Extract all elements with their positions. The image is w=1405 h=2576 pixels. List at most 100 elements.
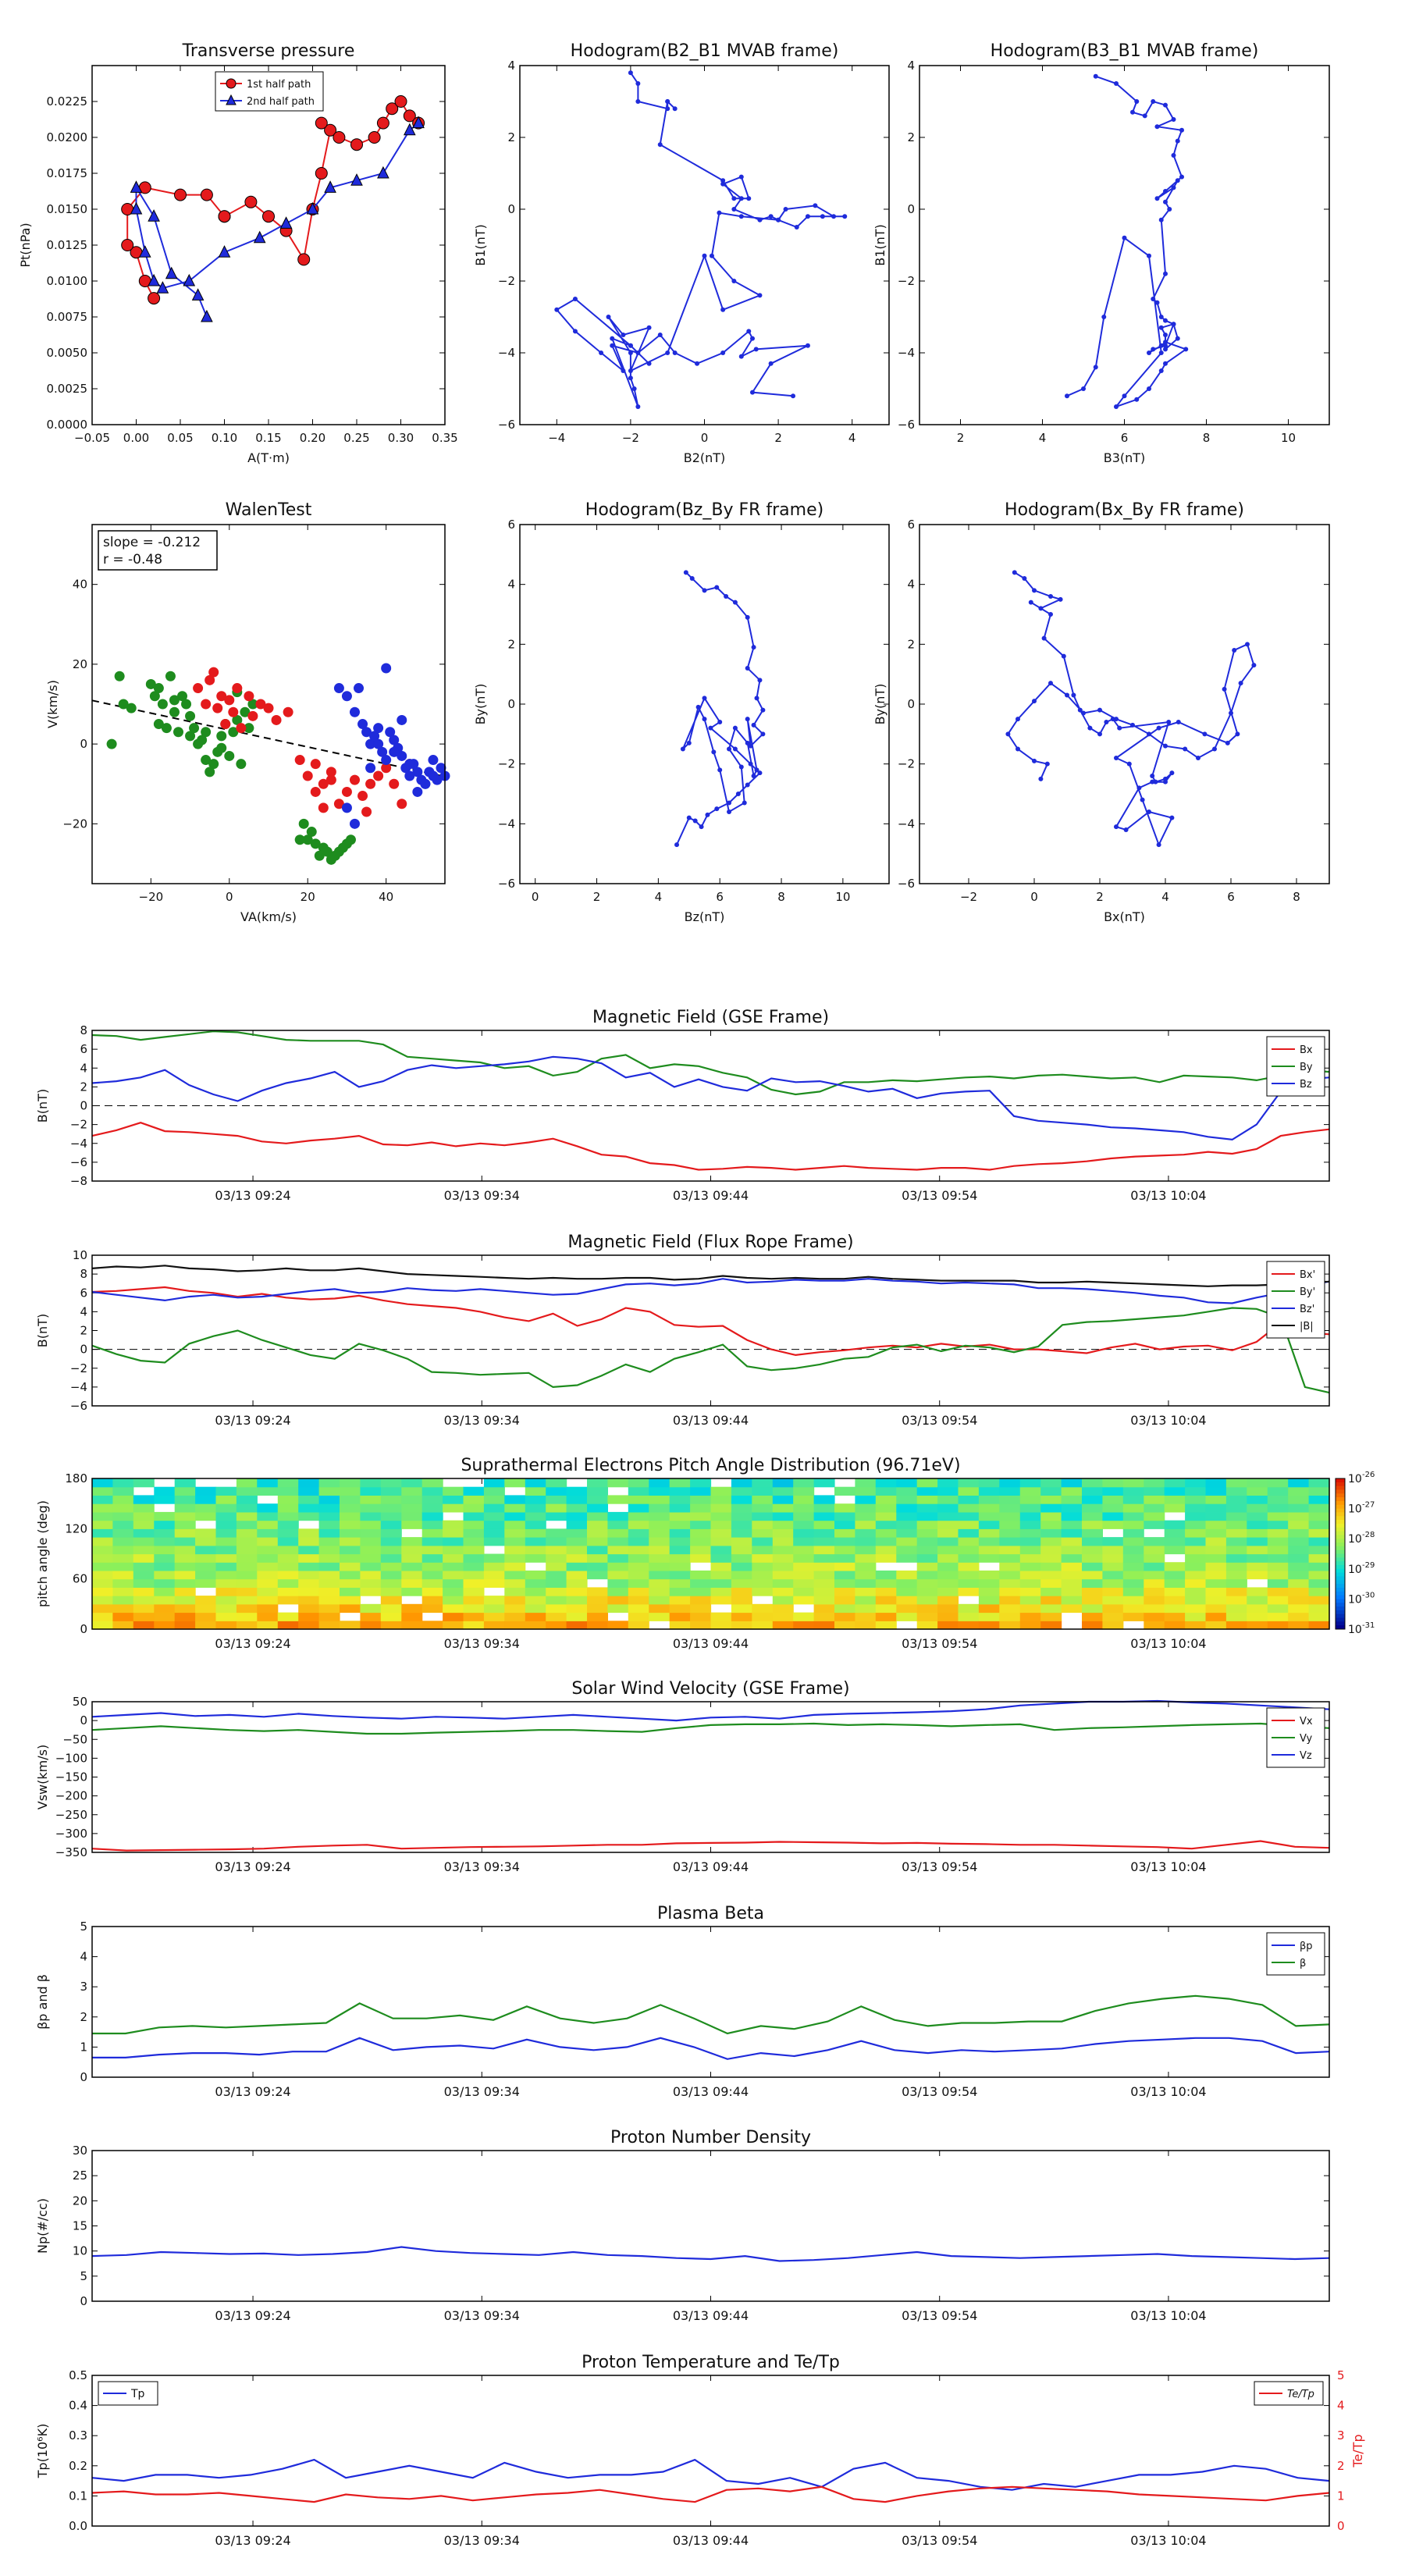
scatter-point bbox=[397, 799, 407, 809]
data-point bbox=[1104, 720, 1109, 724]
heatmap-cell bbox=[1102, 1511, 1124, 1521]
heatmap-cell bbox=[154, 1603, 176, 1614]
series-line bbox=[91, 1286, 1330, 1357]
heatmap-cell bbox=[772, 1562, 794, 1571]
heatmap-cell bbox=[112, 1612, 134, 1621]
colorbar-cell bbox=[1336, 1610, 1345, 1615]
heatmap-cell bbox=[607, 1520, 629, 1529]
y-tick-label: −2 bbox=[898, 757, 915, 771]
data-point bbox=[628, 350, 633, 355]
data-point bbox=[1235, 731, 1240, 737]
series-line bbox=[91, 1055, 1330, 1141]
heatmap-cell bbox=[340, 1553, 361, 1563]
heatmap-cell bbox=[401, 1495, 423, 1504]
heatmap-cell bbox=[1185, 1570, 1207, 1580]
scatter-point bbox=[228, 706, 239, 717]
x-tick-label: 03/13 09:44 bbox=[673, 2533, 749, 2548]
x-tick-label: 0.15 bbox=[255, 431, 281, 445]
heatmap-cell bbox=[298, 1511, 320, 1521]
heatmap-cell bbox=[154, 1596, 176, 1605]
heatmap-cell bbox=[236, 1511, 258, 1521]
heatmap-cell bbox=[257, 1520, 279, 1529]
heatmap-cell bbox=[1040, 1596, 1062, 1605]
heatmap-cell bbox=[1185, 1511, 1207, 1521]
heatmap-cell bbox=[813, 1603, 835, 1614]
heatmap-cell bbox=[1082, 1537, 1103, 1546]
series-line bbox=[135, 122, 419, 318]
heatmap-cell bbox=[1019, 1553, 1041, 1563]
y-tick-label: 0 bbox=[80, 1622, 87, 1636]
data-point bbox=[757, 770, 763, 776]
scatter-point bbox=[177, 691, 188, 702]
heatmap-cell bbox=[855, 1511, 877, 1521]
heatmap-cell bbox=[752, 1621, 774, 1630]
legend-label: Bx' bbox=[1300, 1269, 1315, 1281]
colorbar-cell bbox=[1336, 1580, 1345, 1585]
y-tick-label: 10 bbox=[73, 2244, 87, 2258]
heatmap-cell bbox=[195, 1495, 217, 1504]
heatmap-cell bbox=[1102, 1603, 1124, 1614]
data-point bbox=[732, 725, 738, 731]
heatmap-cell bbox=[1164, 1621, 1186, 1630]
y-tick-label: 3 bbox=[80, 1980, 87, 1994]
heatmap-cell bbox=[360, 1603, 382, 1614]
walen-panel: WalenTest−20 0 20 40−2002040VA(km/s)V(km/s)… bbox=[45, 500, 450, 924]
legend-label: Tp bbox=[130, 2388, 145, 2400]
data-point bbox=[1183, 746, 1188, 752]
data-point bbox=[1058, 596, 1063, 602]
data-point bbox=[1163, 102, 1168, 108]
heatmap-cell bbox=[504, 1578, 526, 1588]
mag_gse-ylabel: B(nT) bbox=[35, 1089, 50, 1123]
data-point bbox=[714, 585, 720, 590]
heatmap-cell bbox=[649, 1570, 670, 1580]
x-tick-label: 03/13 10:04 bbox=[1130, 1188, 1206, 1203]
heatmap-cell bbox=[525, 1511, 546, 1521]
heatmap-cell bbox=[340, 1537, 361, 1546]
x-tick-label: 2 bbox=[957, 431, 965, 445]
data-point bbox=[1202, 731, 1208, 737]
heatmap-cell bbox=[257, 1478, 279, 1488]
colorbar-frame bbox=[1335, 1478, 1346, 1630]
heatmap-cell bbox=[1247, 1621, 1268, 1630]
data-point bbox=[201, 309, 213, 322]
heatmap-cell bbox=[690, 1553, 712, 1563]
scatter-point bbox=[302, 770, 313, 781]
heatmap-cell bbox=[443, 1537, 464, 1546]
data-point bbox=[705, 812, 710, 817]
data-point bbox=[628, 70, 633, 76]
hodo_bzby-title: Hodogram(Bz_By FR frame) bbox=[585, 500, 823, 520]
heatmap-cell bbox=[649, 1537, 670, 1546]
data-point bbox=[148, 273, 160, 286]
y-tick-label: 0 bbox=[80, 2070, 87, 2084]
x-tick-label: 03/13 09:54 bbox=[902, 2084, 977, 2099]
heatmap-cell bbox=[360, 1587, 382, 1596]
heatmap-cell bbox=[236, 1503, 258, 1513]
scatter-point bbox=[325, 767, 336, 777]
x-tick-label: −20 bbox=[139, 890, 164, 904]
heatmap-cell bbox=[340, 1570, 361, 1580]
heatmap-cell bbox=[1144, 1570, 1165, 1580]
heatmap-cell bbox=[298, 1621, 320, 1630]
heatmap-cell bbox=[793, 1495, 815, 1504]
x-tick-label: 03/13 09:54 bbox=[902, 1859, 977, 1874]
data-point bbox=[714, 806, 720, 812]
heatmap-cell bbox=[318, 1520, 340, 1529]
heatmap-cell bbox=[1122, 1486, 1144, 1496]
heatmap-cell bbox=[195, 1562, 217, 1571]
data-point bbox=[1048, 594, 1053, 599]
data-point bbox=[350, 138, 363, 151]
data-point bbox=[731, 207, 737, 212]
data-point bbox=[1153, 779, 1158, 785]
x-tick-label: 03/13 09:44 bbox=[673, 1188, 749, 1203]
heatmap-cell bbox=[443, 1587, 464, 1596]
heatmap-cell bbox=[525, 1621, 546, 1630]
heatmap-cell bbox=[1205, 1612, 1227, 1621]
heatmap-cell bbox=[92, 1562, 113, 1571]
heatmap-cell bbox=[999, 1478, 1021, 1488]
heatmap-cell bbox=[587, 1596, 608, 1605]
heatmap-cell bbox=[154, 1528, 176, 1538]
data-point bbox=[749, 390, 755, 395]
data-point bbox=[1176, 720, 1181, 724]
y-tick-label: 6 bbox=[80, 1042, 87, 1056]
heatmap-cell bbox=[318, 1528, 340, 1538]
